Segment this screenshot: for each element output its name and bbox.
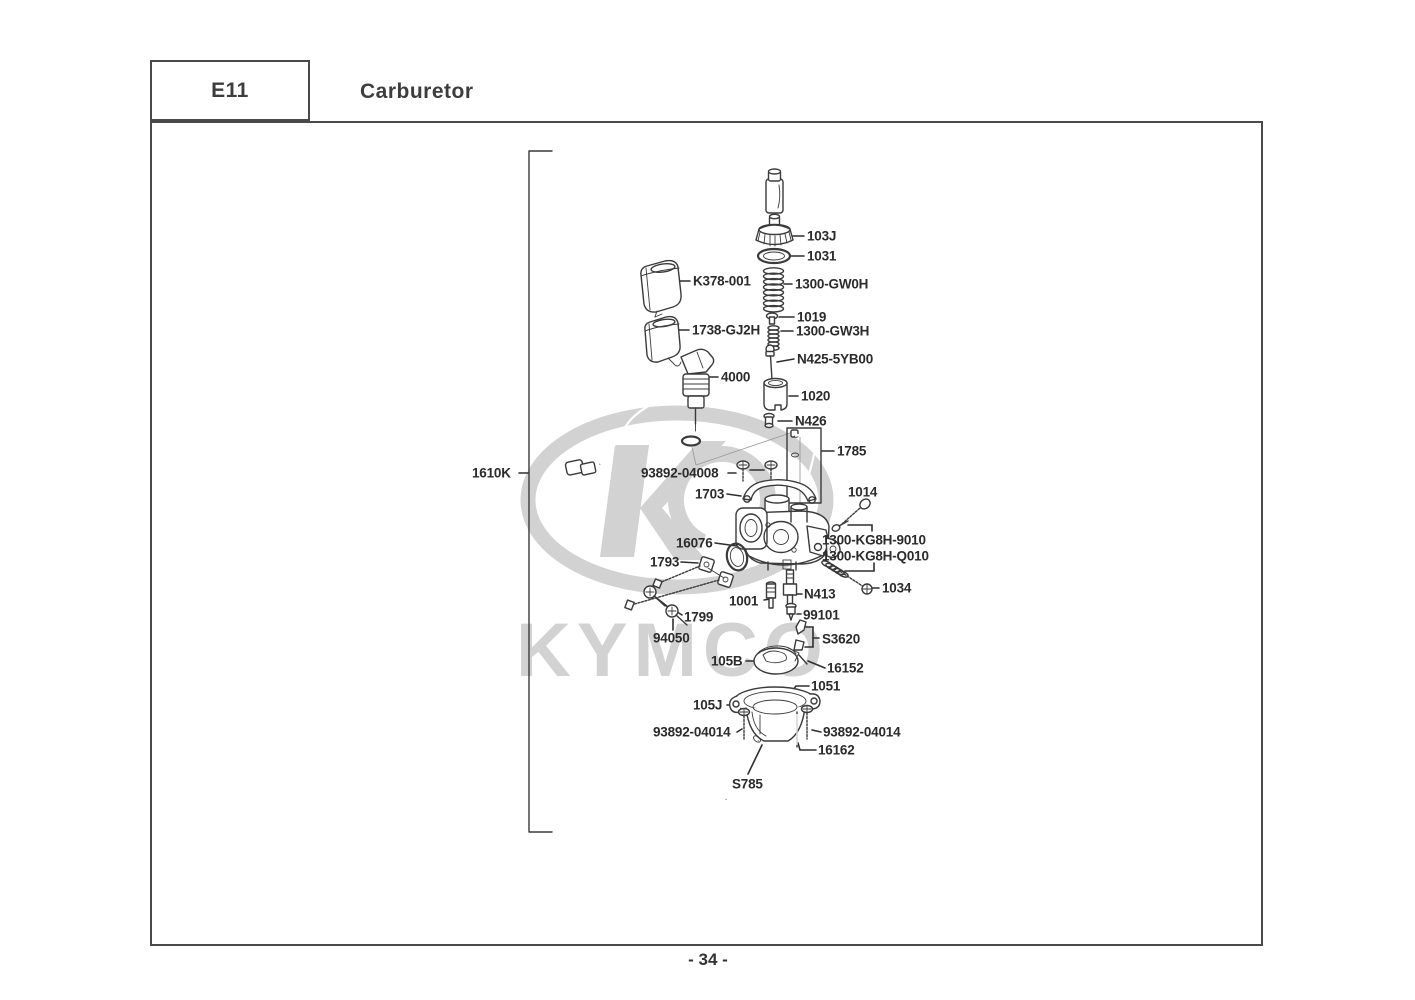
part-label-1019: 1019 [797,309,827,325]
hose-kit-1785 [786,427,822,504]
part-label-1610K: 1610K [472,465,511,481]
jet-needle [765,344,775,398]
part-label-99101: 99101 [803,607,840,623]
carburetor-body [735,494,841,571]
part-label-94050: 94050 [653,630,690,646]
screw-1034 [838,570,873,595]
part-label-105J: 105J [693,697,723,713]
part-label-1014: 1014 [848,484,878,500]
throttle-slide [763,377,788,411]
part-label-1001: 1001 [729,593,759,609]
part-label-93892-04014-left: 93892-04014 [653,724,731,740]
section-code: E11 [211,78,249,102]
rubber-boot-1738-GJ2H [644,315,682,367]
part-label-N413: N413 [804,586,836,602]
throttle-spring [762,267,785,313]
top-cap-103J [755,213,794,247]
part-label-1793: 1793 [650,554,680,570]
part-label-105B: 105B [711,653,743,669]
auto-bystarter-4000 [564,348,715,476]
part-label-S3620: S3620 [822,631,861,647]
part-label-K378-001: K378-001 [693,273,751,289]
page-number: - 34 - [688,950,728,969]
part-label-1020: 1020 [801,388,831,404]
float-105B [753,645,800,675]
projection-lines [691,431,801,509]
slow-jet-1001 [765,581,777,609]
part-label-1034: 1034 [882,580,912,596]
float-bowl-105J [728,686,821,748]
part-label-N425-5YB00: N425-5YB00 [797,351,874,367]
drain-hose-S785 [724,735,761,800]
part-label-1300-GW3H: 1300-GW3H [796,323,870,339]
part-label-93892-04008: 93892-04008 [641,465,719,481]
cable-guide-pipe [765,168,784,214]
screws-94050-1799 [643,585,688,626]
top-cover-screws [736,460,778,482]
diagram-frame [150,121,1263,946]
bowl-screws [737,704,814,740]
part-label-16076: 16076 [676,535,713,551]
section-code-box: E11 [150,60,310,121]
bracket-1703 [742,479,817,504]
part-label-S785: S785 [732,776,763,792]
rubber-boot-K378-001 [640,259,682,318]
part-label-1051: 1051 [811,678,841,694]
float-valve-S3620 [793,619,807,651]
assembly-bracket [528,150,553,833]
top-ring-1031 [756,247,792,265]
page-title: Carburetor [360,80,474,103]
part-label-1300-KG8H-9010: 1300-KG8H-9010 [822,532,926,548]
exploded-parts [564,168,873,800]
part-label-1031: 1031 [807,248,837,264]
part-label-1799: 1799 [684,609,714,625]
main-jet-N413 [782,569,798,608]
part-label-16152: 16152 [827,660,864,676]
part-label-1300-KG8H-Q010: 1300-KG8H-Q010 [822,548,929,564]
part-label-1738-GJ2H: 1738-GJ2H [692,322,760,338]
jet-99101 [785,602,797,621]
part-label-1785: 1785 [837,443,867,459]
part-label-16162: 16162 [818,742,855,758]
part-label-N426: N426 [795,413,827,429]
float-pin-16152 [798,654,808,665]
part-label-1703: 1703 [695,486,725,502]
needle-seat-N426 [763,412,775,429]
part-label-93892-04014-right: 93892-04014 [823,724,901,740]
screw-kg8h-9010 [831,520,849,532]
gasket-16076 [725,542,749,572]
screw-1019 [765,312,779,325]
part-label-103J: 103J [807,228,837,244]
part-label-4000: 4000 [721,369,751,385]
part-label-1300-GW0H: 1300-GW0H [795,276,869,292]
studs-1793 [624,556,734,611]
screw-1014 [836,498,871,529]
